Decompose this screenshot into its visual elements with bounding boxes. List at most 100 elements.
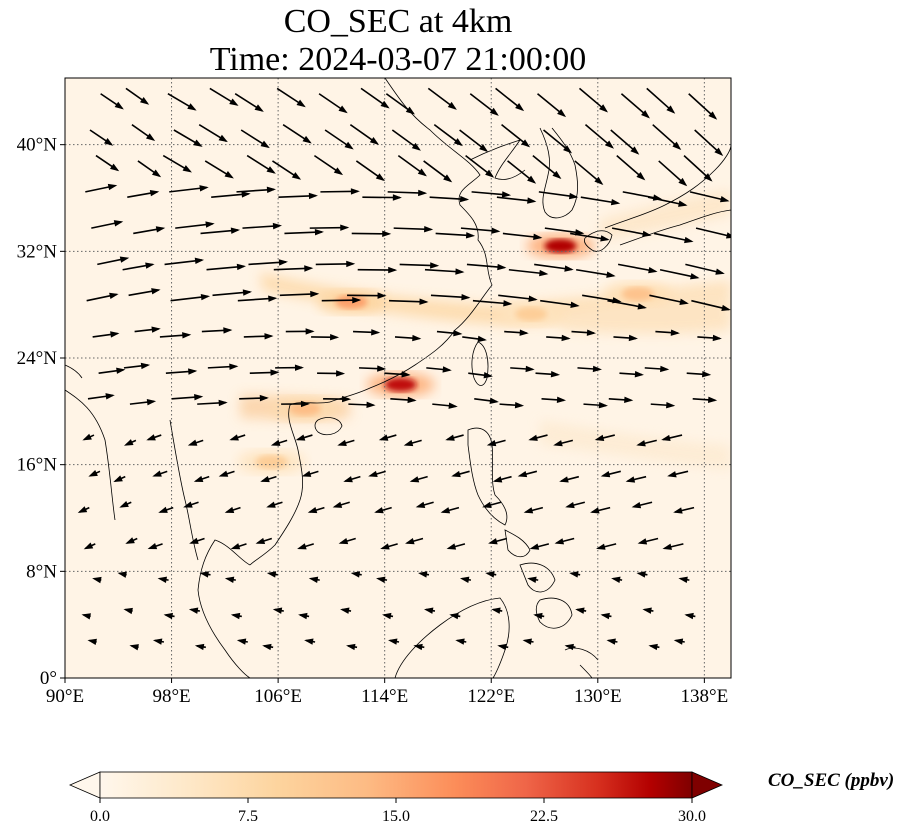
wind-arrow-head [430, 262, 440, 269]
wind-arrow-head [461, 293, 471, 301]
wind-arrow-head [230, 227, 241, 234]
wind-arrow-head [491, 607, 501, 614]
wind-arrow-head [719, 196, 730, 203]
wind-arrow-head [670, 329, 680, 336]
wind-arrow-head [337, 439, 347, 446]
coastline-japan-kyushu [584, 230, 613, 252]
wind-arrow-head [295, 434, 306, 441]
wind-arrow-head [157, 576, 167, 583]
wind-arrow-head [501, 191, 512, 198]
wind-arrow-head [146, 434, 156, 441]
map-subtitle: Time: 2024-03-07 21:00:00 [209, 41, 587, 78]
lon-tick-label: 114°E [361, 686, 408, 707]
wind-arrow-head [451, 470, 461, 478]
wind-arrow-head [453, 138, 463, 147]
wind-arrow-head [455, 638, 465, 645]
wind-arrow-head [448, 402, 458, 409]
wind-arrow-head [187, 103, 197, 111]
wind-arrow-head [183, 501, 193, 508]
wind-arrow-head [189, 537, 199, 544]
wind-arrow-head [445, 434, 455, 441]
wind-arrow-head [497, 263, 507, 271]
wind-arrow-head [405, 538, 415, 545]
wind-arrow-head [424, 226, 434, 233]
wind-arrow-head [485, 169, 495, 178]
wind-arrow-head [278, 259, 288, 266]
wind-arrow-head [116, 367, 126, 374]
wind-arrow-head [336, 370, 346, 377]
wind-arrow-head [624, 396, 634, 404]
wind-arrow-head [479, 144, 489, 153]
wind-arrow-head [449, 612, 459, 620]
wind-arrow-head [193, 475, 204, 482]
map-title: CO_SEC at 4km [283, 3, 513, 40]
co-plume-core [335, 295, 368, 309]
wind-arrow-head [382, 230, 392, 237]
wind-arrow-head [661, 434, 671, 442]
wind-arrow-head [377, 292, 387, 299]
wind-arrow-head [119, 500, 129, 508]
wind-arrow-head [525, 365, 535, 373]
wind-arrow-head [109, 163, 120, 172]
wind-arrow-head [388, 638, 398, 645]
coastline-thailand [197, 539, 251, 678]
wind-arrow-head [308, 192, 318, 200]
wind-arrow-head [268, 295, 278, 302]
wind-arrow-head [371, 329, 381, 336]
wind-arrow-head [272, 222, 282, 230]
wind-arrow-head [600, 471, 611, 478]
wind-arrow-head [310, 290, 320, 298]
wind-arrow-head [375, 173, 386, 182]
wind-arrow-head [224, 576, 235, 583]
wind-arrow-head [368, 470, 378, 477]
wind-arrow-head [374, 507, 384, 514]
wind-arrow-head [598, 401, 608, 409]
wind-arrow-head [342, 395, 352, 403]
wind-arrow-head [552, 170, 562, 180]
wind-arrow-head [346, 260, 356, 268]
wind-arrow-head [155, 226, 166, 233]
co-plume-core [255, 455, 288, 469]
coastline-myanmar [65, 389, 199, 561]
wind-arrow-head [259, 394, 269, 402]
wind-arrow-head [230, 543, 241, 550]
wind-arrow-head [229, 434, 239, 441]
wind-arrow-head [260, 140, 270, 149]
wind-arrow-head [407, 396, 417, 404]
wind-arrow-head [666, 105, 676, 114]
wind-arrow-head [270, 439, 281, 446]
wind-arrow-head [575, 607, 585, 614]
wind-arrow-head [679, 298, 689, 305]
wind-arrow-head [492, 476, 503, 483]
wind-arrow-head [641, 110, 650, 119]
wind-arrow-head [350, 571, 361, 578]
wind-arrow-head [105, 393, 115, 400]
wind-arrow-head [401, 371, 411, 378]
wind-arrow-head [725, 232, 731, 239]
wind-arrow-head [673, 638, 684, 645]
wind-arrow-head [413, 643, 423, 651]
wind-arrow-head [110, 331, 120, 338]
wind-arrow-head [188, 368, 198, 375]
wind-arrow-head [254, 104, 264, 112]
wind-arrow-head [662, 543, 672, 550]
wind-arrow-head [224, 506, 235, 513]
wind-arrow-head [382, 612, 392, 620]
wind-arrow-head [409, 476, 420, 483]
colorbar-tick-label: 15.0 [382, 808, 410, 825]
wind-arrow-head [684, 236, 694, 244]
wind-arrow-head [218, 399, 228, 407]
wind-arrow-head [412, 334, 422, 342]
wind-arrow-head [715, 268, 725, 275]
colorbar: 0.0 7.5 15.0 22.5 30.0 [68, 771, 724, 825]
wind-arrow-head [376, 576, 386, 583]
wind-arrow-head [672, 141, 682, 151]
wind-arrow-head [194, 643, 205, 651]
wind-arrow-head [297, 543, 307, 550]
wind-arrow-head [486, 440, 497, 447]
wind-arrow-head [708, 111, 718, 120]
wind-arrow-head [340, 224, 350, 231]
coastline-hainan [314, 417, 343, 436]
wind-arrow-head [107, 183, 118, 191]
